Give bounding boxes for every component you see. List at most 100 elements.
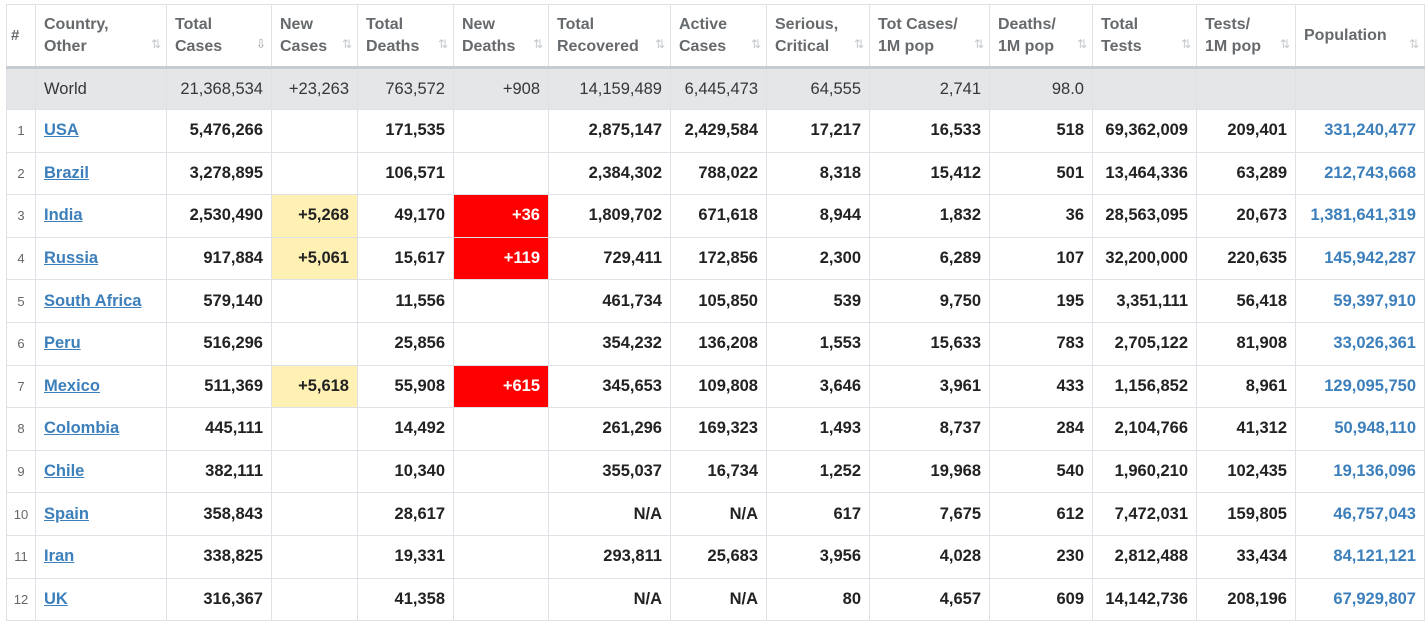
column-header-serious-critical[interactable]: Serious, Critical ⇅ — [766, 4, 870, 69]
country-link[interactable]: Russia — [44, 249, 99, 268]
country-link[interactable]: USA — [44, 121, 79, 140]
cell-population: 84,121,121 — [1295, 534, 1425, 579]
cell-total-cases: 3,278,895 — [166, 151, 272, 196]
cell-new-deaths — [453, 321, 549, 366]
cell-total-deaths: 25,856 — [357, 321, 454, 366]
sort-icon[interactable]: ⇅ — [1180, 37, 1191, 51]
cell-total-deaths: 28,617 — [357, 492, 454, 536]
cell-total-deaths: 11,556 — [357, 279, 454, 323]
sort-icon[interactable]: ⇅ — [437, 37, 448, 51]
cell-tests-per-1m: 56,418 — [1196, 279, 1296, 323]
cell-total-tests: 7,472,031 — [1092, 492, 1197, 536]
cell-rank: 5 — [6, 279, 36, 323]
table-header: # Country, Other ⇅ Total Cases ⇩ New Cases ⇅ To… — [6, 4, 1425, 69]
sort-icon[interactable]: ⇅ — [1076, 37, 1087, 51]
column-header-new-deaths[interactable]: New Deaths ⇅ — [453, 4, 549, 69]
cell-tests-per-1m: 209,401 — [1196, 109, 1296, 153]
column-header-total-cases[interactable]: Total Cases ⇩ — [166, 4, 272, 69]
cell-total-recovered: 355,037 — [548, 449, 671, 494]
cell-total-tests: 3,351,111 — [1092, 279, 1197, 323]
cell-new-cases: +23,263 — [271, 67, 358, 110]
country-link[interactable]: Brazil — [44, 163, 89, 182]
cell-serious-critical: 3,956 — [766, 534, 870, 579]
column-header-deaths-per-1m[interactable]: Deaths/ 1M pop ⇅ — [989, 4, 1093, 69]
sort-icon[interactable]: ⇅ — [150, 37, 161, 51]
cell-total-tests: 1,960,210 — [1092, 449, 1197, 494]
country-link[interactable]: UK — [44, 589, 68, 608]
sort-desc-icon[interactable]: ⇩ — [255, 37, 266, 51]
cell-new-cases: +5,061 — [271, 236, 358, 281]
cell-new-deaths: +119 — [453, 236, 549, 281]
cell-serious-critical: 2,300 — [766, 236, 870, 281]
cell-total-tests: 28,563,095 — [1092, 194, 1197, 238]
country-link[interactable]: Mexico — [44, 376, 100, 395]
column-header-label: Deaths/ 1M pop — [998, 15, 1056, 55]
cell-serious-critical: 8,944 — [766, 194, 870, 238]
column-header-population[interactable]: Population ⇅ — [1295, 4, 1425, 69]
cell-cases-per-1m: 9,750 — [869, 279, 990, 323]
country-link[interactable]: Iran — [44, 547, 75, 566]
cell-tests-per-1m: 220,635 — [1196, 236, 1296, 281]
country-link[interactable]: Chile — [44, 462, 85, 481]
column-header-tests-per-1m[interactable]: Tests/ 1M pop ⇅ — [1196, 4, 1296, 69]
column-header-label: Tot Cases/ 1M pop — [878, 15, 958, 55]
sort-icon[interactable]: ⇅ — [973, 37, 984, 51]
column-header-active-cases[interactable]: Active Cases ⇅ — [670, 4, 767, 69]
cell-tests-per-1m: 41,312 — [1196, 407, 1296, 451]
cell-active-cases: 25,683 — [670, 534, 767, 579]
cell-deaths-per-1m: 612 — [989, 492, 1093, 536]
column-header-total-deaths[interactable]: Total Deaths ⇅ — [357, 4, 454, 69]
cell-population: 145,942,287 — [1295, 236, 1425, 281]
cell-serious-critical: 1,553 — [766, 321, 870, 366]
country-link[interactable]: Spain — [44, 504, 89, 523]
table-row: 2 Brazil 3,278,895 106,571 2,384,302 788,022 8… — [6, 151, 1425, 196]
cell-cases-per-1m: 19,968 — [869, 449, 990, 494]
column-header-new-cases[interactable]: New Cases ⇅ — [271, 4, 358, 69]
cell-new-deaths — [453, 279, 549, 323]
cell-total-cases: 5,476,266 — [166, 109, 272, 153]
country-link[interactable]: South Africa — [44, 291, 142, 310]
cell-deaths-per-1m: 518 — [989, 109, 1093, 153]
sort-icon[interactable]: ⇅ — [853, 37, 864, 51]
cell-serious-critical: 1,252 — [766, 449, 870, 494]
cell-tests-per-1m: 159,805 — [1196, 492, 1296, 536]
cell-total-tests: 32,200,000 — [1092, 236, 1197, 281]
cell-population: 331,240,477 — [1295, 109, 1425, 153]
column-header-cases-per-1m[interactable]: Tot Cases/ 1M pop ⇅ — [869, 4, 990, 69]
cell-deaths-per-1m: 98.0 — [989, 67, 1093, 110]
world-total-row: World 21,368,534 +23,263 763,572 +908 14,159,… — [6, 67, 1425, 110]
cell-new-cases: +5,268 — [271, 194, 358, 238]
column-header-total-tests[interactable]: Total Tests ⇅ — [1092, 4, 1197, 69]
sort-icon[interactable]: ⇅ — [341, 37, 352, 51]
cell-deaths-per-1m: 230 — [989, 534, 1093, 579]
table-row: 12 UK 316,367 41,358 N/A N/A 80 4,657 609 14,142,… — [6, 577, 1425, 622]
country-link[interactable]: Peru — [44, 334, 81, 353]
cell-rank: 6 — [6, 321, 36, 366]
cell-total-tests: 2,705,122 — [1092, 321, 1197, 366]
sort-icon[interactable]: ⇅ — [532, 37, 543, 51]
cell-active-cases: 109,808 — [670, 364, 767, 409]
cell-country: Brazil — [35, 151, 167, 196]
table-row: 10 Spain 358,843 28,617 N/A N/A 617 7,675 612 7,4… — [6, 492, 1425, 536]
cell-serious-critical: 80 — [766, 577, 870, 622]
table-row: 4 Russia 917,884 +5,061 15,617 +119 729,411 172… — [6, 236, 1425, 281]
sort-icon[interactable]: ⇅ — [750, 37, 761, 51]
cell-tests-per-1m: 63,289 — [1196, 151, 1296, 196]
sort-icon[interactable]: ⇅ — [654, 37, 665, 51]
cell-total-recovered: 354,232 — [548, 321, 671, 366]
column-header-country[interactable]: Country, Other ⇅ — [35, 4, 167, 69]
cell-country: Chile — [35, 449, 167, 494]
country-link[interactable]: Colombia — [44, 419, 120, 438]
sort-icon[interactable]: ⇅ — [1408, 37, 1419, 51]
sort-icon[interactable]: ⇅ — [1279, 37, 1290, 51]
cell-total-recovered: 345,653 — [548, 364, 671, 409]
cell-active-cases: N/A — [670, 492, 767, 536]
table-row: 6 Peru 516,296 25,856 354,232 136,208 1,553 15,… — [6, 321, 1425, 366]
column-header-label: Active Cases — [679, 15, 728, 55]
cell-new-cases — [271, 449, 358, 494]
cell-total-tests — [1092, 67, 1197, 110]
column-header-total-recovered[interactable]: Total Recovered ⇅ — [548, 4, 671, 69]
country-link[interactable]: India — [44, 206, 83, 225]
cell-total-cases: 2,530,490 — [166, 194, 272, 238]
cell-total-deaths: 10,340 — [357, 449, 454, 494]
